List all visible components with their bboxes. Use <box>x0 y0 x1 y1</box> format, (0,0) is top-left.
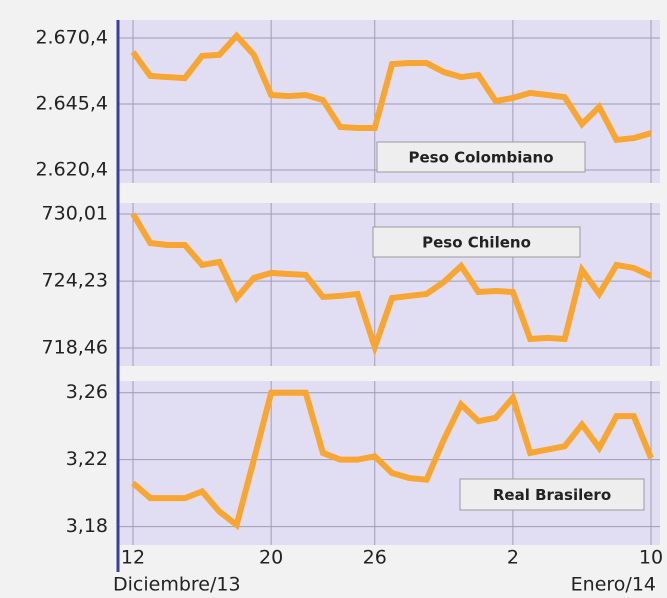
line-series <box>131 389 654 531</box>
x-tick-label: 2 <box>507 547 519 569</box>
y-tick-label: 2.670,4 <box>35 26 108 48</box>
x-axis-sublabel: Diciembre/13 <box>113 574 241 596</box>
line-series <box>130 212 653 357</box>
legend-box <box>459 478 645 511</box>
x-tick-label: 10 <box>639 547 663 569</box>
legend-box <box>372 226 581 258</box>
legend-box <box>376 141 586 173</box>
x-tick-label: 12 <box>121 547 145 569</box>
y-tick-label: 2.645,4 <box>35 93 108 115</box>
series-title: Real Brasilero <box>493 486 611 504</box>
y-tick-label: 730,01 <box>42 203 108 225</box>
panel-background <box>118 381 660 545</box>
y-tick-label: 724,23 <box>42 270 108 292</box>
y-tick-label: 718,46 <box>42 337 108 359</box>
x-tick-label: 20 <box>259 547 283 569</box>
y-tick-label: 3,18 <box>66 515 108 537</box>
x-axis-sublabel: Enero/14 <box>571 574 656 596</box>
line-series <box>130 31 652 144</box>
y-tick-label: 3,22 <box>66 448 108 470</box>
y-tick-label: 2.620,4 <box>35 159 108 181</box>
series-title: Peso Chileno <box>422 234 531 252</box>
y-tick-label: 3,26 <box>66 381 108 403</box>
x-tick-label: 26 <box>363 547 387 569</box>
series-title: Peso Colombiano <box>409 149 554 167</box>
